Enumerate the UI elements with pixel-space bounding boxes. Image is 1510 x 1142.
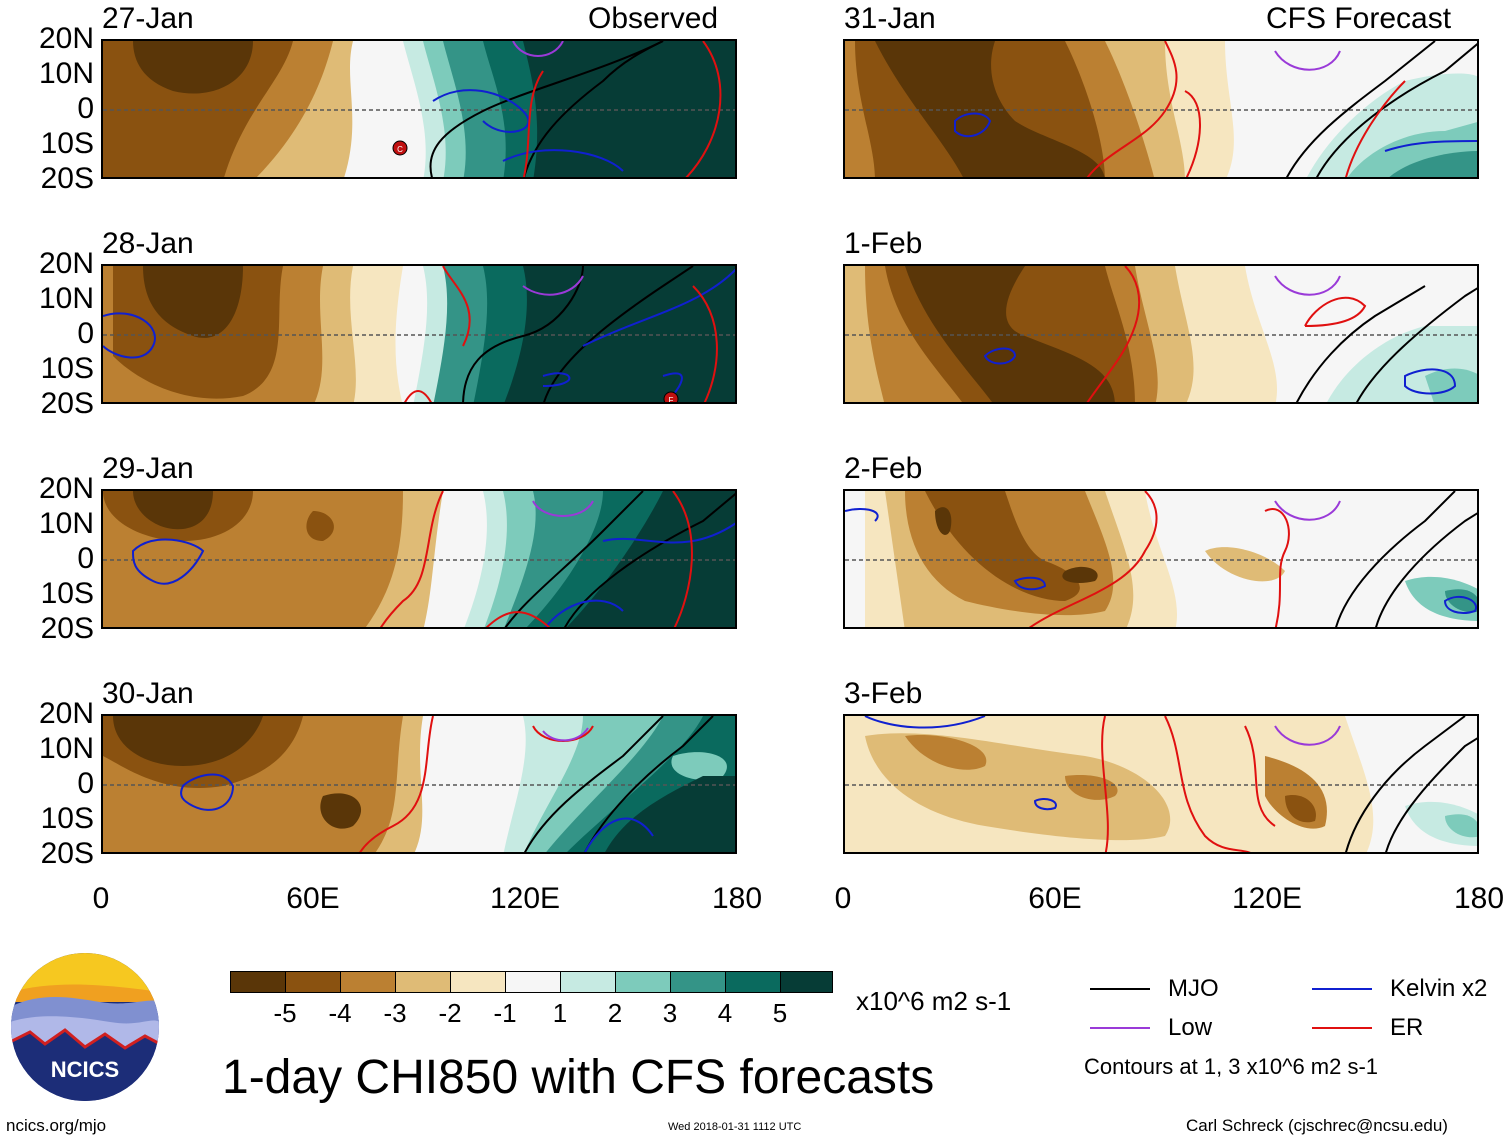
- timestamp: Wed 2018-01-31 1112 UTC: [668, 1121, 802, 1133]
- panel-date-31jan: 31-Jan: [844, 2, 936, 35]
- colorbar-swatch: [505, 971, 561, 993]
- colorbar-label: 4: [717, 998, 733, 1028]
- panel-date-30jan: 30-Jan: [102, 677, 194, 710]
- legend-line-er: [1312, 1027, 1372, 1029]
- colorbar-label: 1: [552, 998, 568, 1028]
- legend-label-kelvin: Kelvin x2: [1390, 975, 1488, 1002]
- panel-date-2feb: 2-Feb: [844, 452, 923, 485]
- x-tick-0: 0: [834, 882, 852, 915]
- map-panel-1feb: [843, 264, 1479, 404]
- legend-line-mjo: [1090, 988, 1150, 990]
- colorbar-label: -1: [493, 998, 517, 1028]
- website-link[interactable]: ncics.org/mjo: [6, 1116, 107, 1135]
- legend-label-low: Low: [1168, 1014, 1213, 1041]
- svg-text:NCICS: NCICS: [51, 1057, 119, 1082]
- colorbar-swatch: [340, 971, 396, 993]
- legend-label-er: ER: [1390, 1014, 1424, 1041]
- map-panel-29jan: [101, 489, 737, 629]
- map-panel-30jan: [101, 714, 737, 854]
- y-tick-10s: 10S: [40, 352, 94, 385]
- units-label: x10^6 m2 s-1: [856, 986, 1012, 1016]
- y-tick-10n: 10N: [38, 732, 94, 765]
- x-tick-180: 180: [711, 882, 763, 915]
- map-panel-31jan: [843, 39, 1479, 179]
- colorbar-label: -5: [273, 998, 297, 1028]
- y-tick-20n: 20N: [38, 697, 94, 730]
- map-panel-27jan: C: [101, 39, 737, 179]
- storm-marker-icon: [392, 140, 408, 156]
- x-tick-0: 0: [92, 882, 110, 915]
- x-tick-60e: 60E: [286, 882, 340, 915]
- y-tick-20s: 20S: [40, 387, 94, 420]
- y-tick-10n: 10N: [38, 57, 94, 90]
- y-tick-10n: 10N: [38, 507, 94, 540]
- y-tick-20s: 20S: [40, 837, 94, 870]
- y-tick-20n: 20N: [38, 22, 94, 55]
- svg-text:F: F: [669, 396, 674, 404]
- author-credit: Carl Schreck (cjschrec@ncsu.edu): [1186, 1116, 1448, 1135]
- map-panel-3feb: [843, 714, 1479, 854]
- ncics-logo[interactable]: NCICS: [10, 952, 160, 1102]
- colorbar-swatch: [230, 971, 286, 993]
- y-tick-0: 0: [77, 767, 94, 800]
- panel-date-1feb: 1-Feb: [844, 227, 923, 260]
- y-tick-10n: 10N: [38, 282, 94, 315]
- x-tick-120e: 120E: [1231, 882, 1303, 915]
- colorbar-swatch: [285, 971, 341, 993]
- contour-note: Contours at 1, 3 x10^6 m2 s-1: [1084, 1054, 1379, 1079]
- colorbar-label: -3: [383, 998, 407, 1028]
- y-tick-10s: 10S: [40, 577, 94, 610]
- colorbar-swatch: [670, 971, 726, 993]
- cfs-forecast-header: CFS Forecast: [1266, 2, 1452, 35]
- y-tick-20s: 20S: [40, 162, 94, 195]
- panel-date-29jan: 29-Jan: [102, 452, 194, 485]
- ncics-logo-icon: NCICS: [11, 953, 159, 1101]
- colorbar-label: -4: [328, 998, 352, 1028]
- map-panel-28jan: F: [101, 264, 737, 404]
- x-tick-120e: 120E: [489, 882, 561, 915]
- colorbar-swatch: [615, 971, 671, 993]
- colorbar-label: 2: [607, 998, 623, 1028]
- legend-line-low: [1090, 1027, 1150, 1029]
- panel-date-28jan: 28-Jan: [102, 227, 194, 260]
- figure-title: 1-day CHI850 with CFS forecasts: [222, 1051, 935, 1104]
- legend-label-mjo: MJO: [1168, 975, 1219, 1002]
- legend-line-kelvin: [1312, 988, 1372, 990]
- y-tick-20n: 20N: [38, 472, 94, 505]
- svg-text:C: C: [397, 145, 403, 154]
- observed-header: Observed: [588, 2, 719, 35]
- x-tick-60e: 60E: [1028, 882, 1082, 915]
- colorbar-swatch: [780, 971, 833, 993]
- y-tick-20n: 20N: [38, 247, 94, 280]
- colorbar-label: 3: [662, 998, 678, 1028]
- colorbar-swatch: [560, 971, 616, 993]
- colorbar-swatch: [450, 971, 506, 993]
- colorbar-swatch: [395, 971, 451, 993]
- y-tick-0: 0: [77, 542, 94, 575]
- colorbar-label: 5: [772, 998, 788, 1028]
- x-tick-180: 180: [1453, 882, 1505, 915]
- y-tick-0: 0: [77, 317, 94, 350]
- y-tick-10s: 10S: [40, 127, 94, 160]
- y-tick-20s: 20S: [40, 612, 94, 645]
- map-panel-2feb: [843, 489, 1479, 629]
- y-tick-10s: 10S: [40, 802, 94, 835]
- y-tick-0: 0: [77, 92, 94, 125]
- colorbar-swatch: [725, 971, 781, 993]
- panel-date-3feb: 3-Feb: [844, 677, 923, 710]
- panel-date-27jan: 27-Jan: [102, 2, 194, 35]
- colorbar-label: -2: [438, 998, 462, 1028]
- storm-marker-icon: [663, 391, 679, 402]
